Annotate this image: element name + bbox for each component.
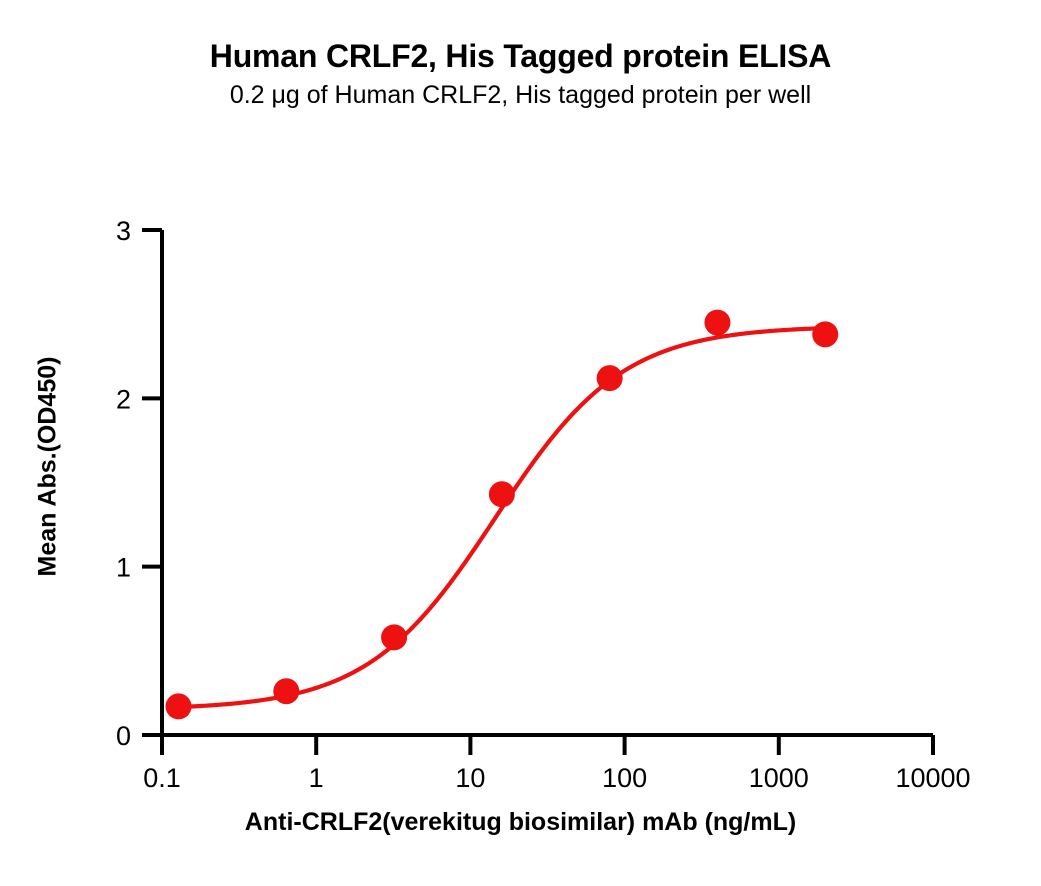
fit-curve-layer <box>176 326 828 710</box>
data-point-marker <box>812 321 839 348</box>
page-title: Human CRLF2, His Tagged protein ELISA <box>209 38 832 74</box>
x-tick-label: 1000 <box>749 763 809 793</box>
x-axis-label: Anti-CRLF2(verekitug biosimilar) mAb (ng… <box>244 808 797 836</box>
y-tick-label: 2 <box>116 384 131 414</box>
y-tick-label: 3 <box>116 216 131 246</box>
data-point-marker <box>596 365 623 392</box>
x-tick-label: 100 <box>602 763 647 793</box>
x-tick-label: 1 <box>309 763 324 793</box>
data-point-marker <box>165 693 192 720</box>
axis-lines <box>160 230 933 737</box>
fit-curve <box>176 326 828 710</box>
data-point-marker <box>381 624 408 651</box>
x-tick-label: 10 <box>455 763 485 793</box>
chart-title-block: Human CRLF2, His Tagged protein ELISA 0.… <box>0 36 1041 112</box>
y-axis-ticks: 0 1 2 3 <box>116 216 162 751</box>
y-tick-label: 1 <box>116 553 131 583</box>
x-tick-label: 10000 <box>895 763 970 793</box>
data-point-marker <box>273 678 300 705</box>
x-axis-ticks: 0.1 1 10 100 1000 10000 <box>143 735 971 793</box>
data-point-marker <box>488 481 515 508</box>
chart-subtitle: 0.2 μg of Human CRLF2, His tagged protei… <box>229 81 812 109</box>
data-point-marker <box>704 309 731 336</box>
data-points-layer <box>165 309 839 720</box>
y-tick-label: 0 <box>116 721 131 751</box>
x-tick-label: 0.1 <box>143 763 181 793</box>
